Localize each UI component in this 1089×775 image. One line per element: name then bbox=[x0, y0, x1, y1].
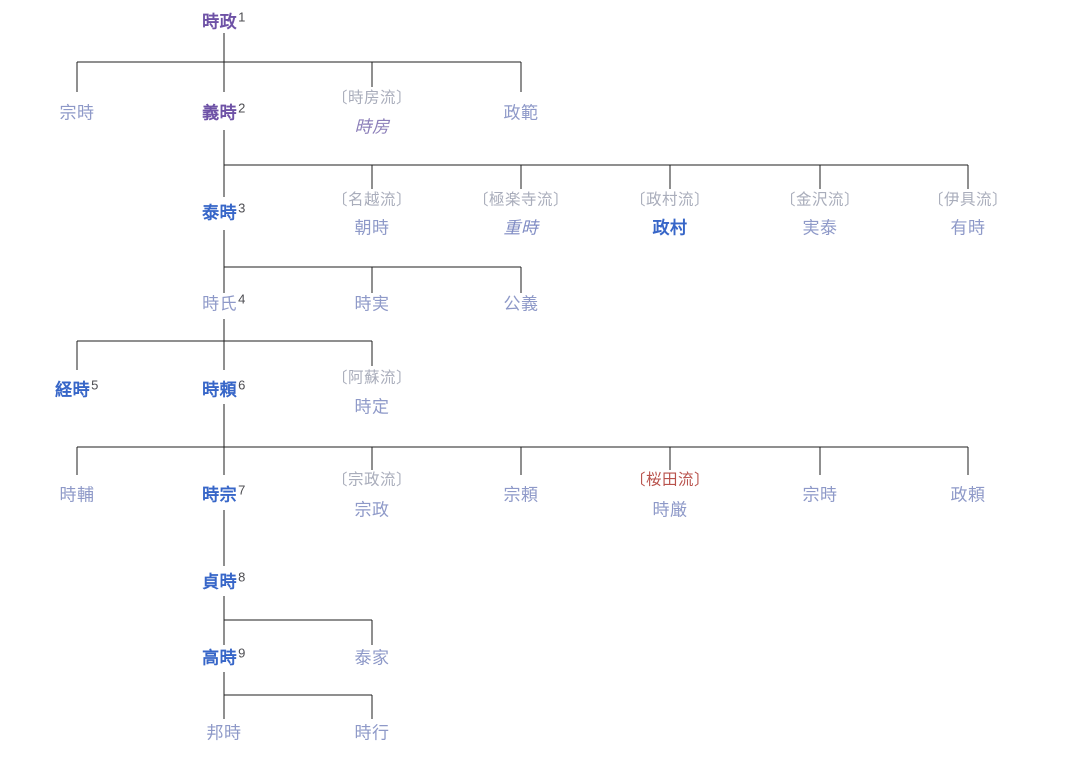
branch-label: 〔阿蘇流〕 bbox=[331, 369, 413, 387]
person-name-text: 泰時 bbox=[202, 203, 238, 223]
person-name-text: 時宗 bbox=[202, 485, 238, 505]
person-name-text: 宗時 bbox=[802, 485, 838, 505]
person-name: 時行 bbox=[355, 725, 390, 742]
person-name: 義時2 bbox=[202, 102, 246, 123]
generation-number: 5 bbox=[91, 377, 99, 393]
person-name: 高時9 bbox=[202, 647, 246, 668]
person-name: 時氏4 bbox=[202, 293, 246, 314]
person-name-text: 時定 bbox=[354, 397, 390, 417]
person-name: 時実 bbox=[355, 296, 390, 313]
branch-label: 〔金沢流〕 bbox=[779, 191, 861, 209]
person-name-text: 有時 bbox=[950, 218, 986, 238]
person-name-text: 義時 bbox=[202, 103, 238, 123]
branch-label: 〔時房流〕 bbox=[331, 89, 413, 107]
generation-number: 6 bbox=[238, 377, 246, 393]
person-name-text: 時房 bbox=[354, 117, 390, 137]
person-name-text: 政範 bbox=[503, 103, 539, 123]
person-name-text: 政頼 bbox=[950, 485, 986, 505]
generation-number: 2 bbox=[238, 100, 246, 116]
person-name-text: 政村 bbox=[652, 218, 688, 238]
branch-label: 〔伊具流〕 bbox=[927, 191, 1009, 209]
person-name-text: 重時 bbox=[503, 218, 539, 238]
person-name: 時宗7 bbox=[202, 484, 246, 505]
person-name: 時定 bbox=[355, 399, 390, 416]
person-name: 宗時 bbox=[60, 105, 95, 122]
person-name-text: 邦時 bbox=[206, 723, 242, 743]
person-name-text: 宗頼 bbox=[503, 485, 539, 505]
person-name: 公義 bbox=[504, 296, 539, 313]
person-name-text: 実泰 bbox=[802, 218, 838, 238]
person-name: 宗頼 bbox=[504, 487, 539, 504]
person-name-text: 時厳 bbox=[652, 500, 688, 520]
branch-label: 〔名越流〕 bbox=[331, 191, 413, 209]
person-name: 政村 bbox=[653, 220, 688, 237]
person-name: 泰時3 bbox=[202, 202, 246, 223]
person-name: 経時5 bbox=[55, 379, 99, 400]
person-name: 時房 bbox=[355, 119, 390, 136]
person-name-text: 貞時 bbox=[202, 572, 238, 592]
person-name: 朝時 bbox=[355, 220, 390, 237]
person-name: 時頼6 bbox=[202, 379, 246, 400]
branch-label: 〔政村流〕 bbox=[629, 191, 711, 209]
person-name-text: 朝時 bbox=[354, 218, 390, 238]
person-name: 時厳 bbox=[653, 502, 688, 519]
person-name-text: 時氏 bbox=[202, 294, 238, 314]
person-name: 時政1 bbox=[202, 11, 246, 32]
person-name-text: 時政 bbox=[202, 12, 238, 32]
person-name-text: 時輔 bbox=[59, 485, 95, 505]
person-name-text: 時実 bbox=[354, 294, 390, 314]
person-name-text: 宗政 bbox=[354, 500, 390, 520]
generation-number: 8 bbox=[238, 569, 246, 585]
branch-label: 〔宗政流〕 bbox=[331, 471, 413, 489]
person-name-text: 泰家 bbox=[354, 648, 390, 668]
person-name: 宗時 bbox=[803, 487, 838, 504]
person-name-text: 公義 bbox=[503, 294, 539, 314]
generation-number: 7 bbox=[238, 482, 246, 498]
person-name-text: 経時 bbox=[55, 380, 91, 400]
person-name-text: 宗時 bbox=[59, 103, 95, 123]
person-name-text: 時行 bbox=[354, 723, 390, 743]
person-name: 貞時8 bbox=[202, 571, 246, 592]
person-name: 時輔 bbox=[60, 487, 95, 504]
person-name: 宗政 bbox=[355, 502, 390, 519]
person-name: 泰家 bbox=[355, 650, 390, 667]
person-name-text: 時頼 bbox=[202, 380, 238, 400]
person-name: 実泰 bbox=[803, 220, 838, 237]
person-name-text: 高時 bbox=[202, 648, 238, 668]
branch-label: 〔極楽寺流〕 bbox=[472, 191, 570, 209]
person-name: 邦時 bbox=[207, 725, 242, 742]
generation-number: 4 bbox=[238, 291, 246, 307]
generation-number: 9 bbox=[238, 645, 246, 661]
person-name: 政範 bbox=[504, 105, 539, 122]
generation-number: 1 bbox=[238, 9, 246, 25]
generation-number: 3 bbox=[238, 200, 246, 216]
branch-label: 〔桜田流〕 bbox=[629, 471, 711, 489]
person-name: 有時 bbox=[951, 220, 986, 237]
person-name: 重時 bbox=[504, 220, 539, 237]
person-name: 政頼 bbox=[951, 487, 986, 504]
